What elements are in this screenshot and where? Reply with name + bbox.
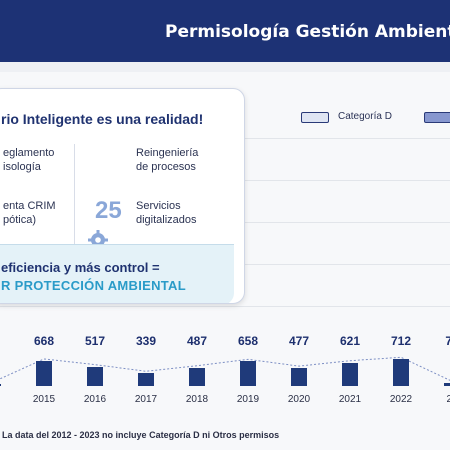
bar-4 — [0, 384, 1, 386]
data-label: 487 — [186, 334, 208, 348]
popup-footer — [0, 244, 234, 303]
bar-20 — [444, 383, 450, 386]
bar-chart: 9 4 668 2015 517 2016 339 2017 487 2018 658 2019 477… — [0, 320, 450, 430]
page-title: Permisología Gestión Ambient — [165, 22, 450, 42]
x-tick-label: 2017 — [134, 394, 158, 405]
bar-2022 — [393, 359, 409, 386]
feature-line: isología — [3, 161, 41, 173]
feature-crim: enta CRIM pótica) — [3, 199, 56, 227]
data-label: 9 — [0, 334, 13, 348]
data-label: 668 — [33, 334, 55, 348]
feature-line: digitalizados — [136, 214, 197, 226]
footnote: La data del 2012 - 2023 no incluye Categ… — [2, 430, 280, 440]
bar-2019 — [240, 361, 256, 386]
feature-line: pótica) — [3, 214, 37, 226]
x-tick-label: 2015 — [32, 394, 56, 405]
data-label: 517 — [84, 334, 106, 348]
bar-2020 — [291, 368, 307, 386]
x-tick-label: 2018 — [185, 394, 209, 405]
x-tick-label: 2022 — [389, 394, 413, 405]
grid-line — [0, 306, 450, 307]
page-header: Permisología Gestión Ambient — [0, 0, 450, 62]
x-tick-label: 2019 — [236, 394, 260, 405]
popup-footer-line1: eficiencia y más control = — [1, 260, 160, 275]
data-label: 477 — [288, 334, 310, 348]
bar-2017 — [138, 373, 154, 386]
bar-2018 — [189, 367, 205, 386]
data-label: 73 — [445, 334, 450, 348]
feature-line: Reingeniería — [136, 147, 199, 159]
divider — [74, 144, 75, 272]
x-tick-label: 2021 — [338, 394, 362, 405]
trend-line — [0, 356, 450, 381]
legend-swatch — [301, 112, 329, 123]
legend-swatch — [424, 112, 450, 123]
trend-polyline — [0, 356, 450, 381]
feature-line: enta CRIM — [3, 200, 56, 212]
feature-line: eglamento — [3, 147, 55, 159]
popup-title: rio Inteligente es una realidad! — [1, 111, 204, 127]
bar-2021 — [342, 362, 358, 386]
feature-reingenieria: Reingeniería de procesos — [136, 146, 198, 174]
services-count: 25 — [95, 197, 122, 224]
bar-2016 — [87, 366, 103, 386]
bar-2015 — [36, 360, 52, 386]
legend-label: Categoría D — [338, 111, 392, 122]
feature-line: de procesos — [136, 161, 196, 173]
feature-servicios: Servicios digitalizados — [136, 199, 197, 227]
info-popup: rio Inteligente es una realidad! eglamen… — [0, 88, 245, 304]
x-tick-label: 2020 — [287, 394, 311, 405]
x-tick-label: 20 — [446, 394, 450, 405]
feature-reglamento: eglamento isología — [3, 146, 54, 174]
data-label: 712 — [390, 334, 412, 348]
popup-footer-line2: R PROTECCIÓN AMBIENTAL — [1, 278, 186, 293]
data-label: 658 — [237, 334, 259, 348]
data-label: 339 — [135, 334, 157, 348]
x-tick-label: 4 — [0, 394, 13, 405]
data-label: 621 — [339, 334, 361, 348]
x-tick-label: 2016 — [83, 394, 107, 405]
feature-line: Servicios — [136, 200, 181, 212]
